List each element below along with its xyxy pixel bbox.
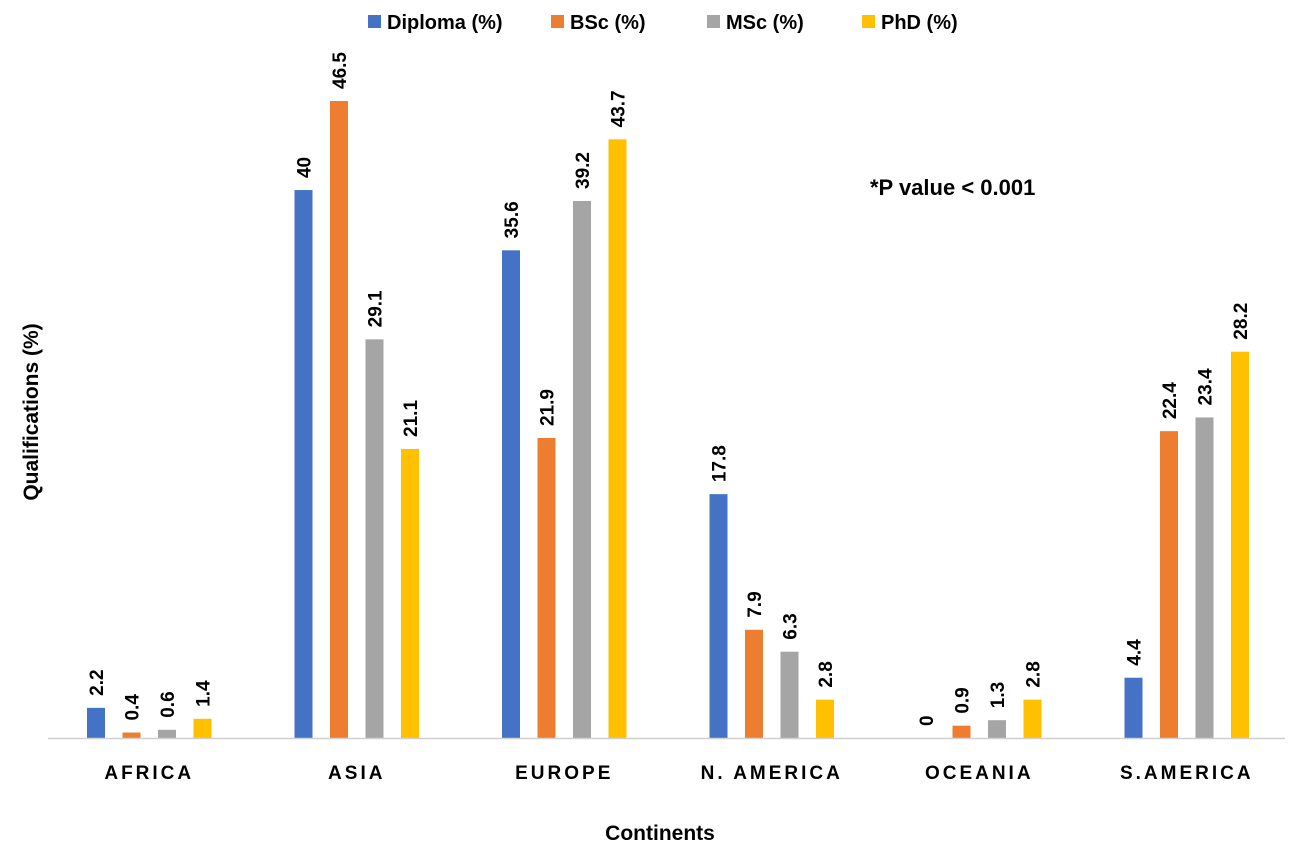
- bar-s-america-msc: [1195, 417, 1214, 738]
- bar-europe-diploma: [502, 250, 520, 738]
- data-label-asia-phd: 21.1: [401, 400, 422, 437]
- data-label-europe-diploma: 35.6: [502, 201, 523, 238]
- data-label-oceania-msc: 1.3: [988, 682, 1009, 708]
- data-label-africa-msc: 0.6: [158, 691, 179, 717]
- bar-n-america-diploma: [709, 494, 728, 738]
- legend: Diploma (%) BSc (%) MSc (%) PhD (%): [368, 12, 958, 34]
- bar-asia-phd: [401, 448, 419, 738]
- bar-oceania-phd: [1023, 699, 1042, 738]
- bar-europe-bsc: [537, 437, 556, 738]
- y-axis-title: Qualifications (%): [20, 323, 43, 500]
- legend-swatch-msc: [707, 15, 720, 28]
- data-label-asia-bsc: 46.5: [330, 52, 351, 89]
- bar-asia-diploma: [294, 190, 313, 738]
- data-label-n-america-bsc: 7.9: [745, 591, 766, 617]
- data-label-oceania-bsc: 0.9: [953, 687, 974, 713]
- x-axis-title: Continents: [605, 822, 715, 845]
- data-label-africa-diploma: 2.2: [87, 669, 108, 695]
- data-label-asia-diploma: 40: [295, 157, 316, 178]
- legend-swatch-diploma: [368, 15, 381, 28]
- tick-label-n-america: N. AMERICA: [701, 763, 843, 784]
- bar-europe-msc: [573, 201, 591, 739]
- bar-n-america-phd: [816, 699, 834, 738]
- category-labels: AFRICA ASIA EUROPE N. AMERICA OCEANIA S.AMERI…: [104, 763, 1254, 784]
- legend-label-phd: PhD (%): [881, 12, 958, 34]
- data-label-oceania-phd: 2.8: [1024, 661, 1045, 687]
- bar-europe-phd: [608, 139, 627, 738]
- bar-n-america-msc: [780, 651, 799, 738]
- bar-africa-bsc: [122, 732, 141, 738]
- data-label-europe-bsc: 21.9: [538, 389, 559, 426]
- data-label-oceania-diploma: 0: [917, 715, 938, 726]
- bar-s-america-phd: [1231, 351, 1249, 738]
- bar-n-america-bsc: [745, 629, 763, 738]
- bar-africa-msc: [158, 729, 176, 738]
- legend-swatch-bsc: [551, 15, 564, 28]
- tick-label-s-america: S.AMERICA: [1120, 763, 1254, 784]
- data-label-s-america-bsc: 22.4: [1160, 382, 1181, 419]
- bar-africa-diploma: [87, 707, 105, 738]
- data-label-s-america-diploma: 4.4: [1125, 639, 1146, 666]
- data-label-n-america-msc: 6.3: [781, 613, 802, 639]
- bar-asia-msc: [365, 339, 384, 738]
- bar-asia-bsc: [330, 101, 348, 738]
- data-label-s-america-msc: 23.4: [1196, 368, 1217, 405]
- tick-label-asia: ASIA: [328, 763, 385, 784]
- data-label-africa-phd: 1.4: [194, 680, 215, 707]
- data-label-europe-phd: 43.7: [609, 90, 630, 127]
- bar-africa-phd: [193, 718, 212, 738]
- data-label-n-america-phd: 2.8: [816, 661, 837, 687]
- bar-oceania-bsc: [952, 725, 971, 738]
- legend-label-bsc: BSc (%): [570, 12, 646, 34]
- bar-oceania-msc: [988, 720, 1006, 738]
- legend-label-diploma: Diploma (%): [387, 12, 503, 34]
- data-label-europe-msc: 39.2: [573, 152, 594, 189]
- data-label-africa-bsc: 0.4: [123, 694, 144, 721]
- data-label-s-america-phd: 28.2: [1231, 303, 1252, 340]
- data-label-asia-msc: 29.1: [366, 290, 387, 327]
- bar-s-america-diploma: [1124, 677, 1143, 738]
- data-label-n-america-diploma: 17.8: [710, 445, 731, 482]
- bar-labels: 2.2 0.4 0.6 1.4 40 46.5 29.1 21.1 35.6 21.9 39.2 43…: [87, 52, 1252, 726]
- legend-label-msc: MSc (%): [726, 12, 804, 34]
- tick-label-oceania: OCEANIA: [925, 763, 1034, 784]
- tick-label-europe: EUROPE: [515, 763, 613, 784]
- tick-label-africa: AFRICA: [104, 763, 194, 784]
- bar-s-america-bsc: [1160, 431, 1178, 738]
- bars: [87, 101, 1249, 739]
- legend-swatch-phd: [862, 15, 875, 28]
- p-value-annotation: *P value < 0.001: [870, 175, 1035, 200]
